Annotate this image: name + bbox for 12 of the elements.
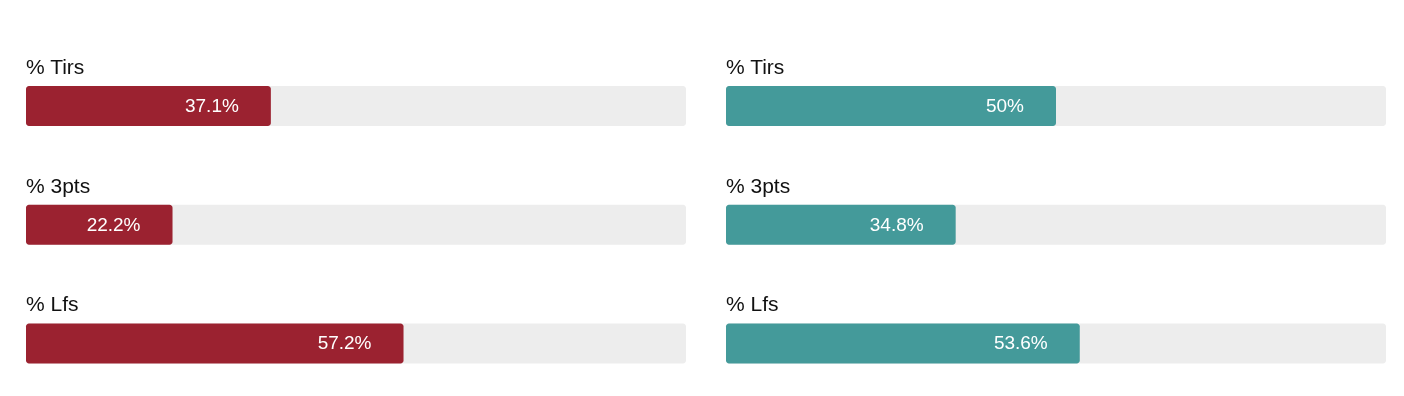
data-label: 37.1% [184,94,239,116]
y-tick-label: % 3pts [726,173,791,197]
y-tick-label: % Tirs [726,54,785,78]
data-label: 50% [985,94,1025,116]
y-tick-label: % Lfs [26,292,79,316]
data-label: 34.8% [869,213,924,235]
data-label: 53.6% [993,332,1048,354]
data-label: 57.2% [317,332,372,354]
y-tick-label: % Tirs [26,54,85,78]
y-tick-label: % 3pts [26,173,91,197]
data-label: 22.2% [86,213,141,235]
y-tick-label: % Lfs [726,292,779,316]
